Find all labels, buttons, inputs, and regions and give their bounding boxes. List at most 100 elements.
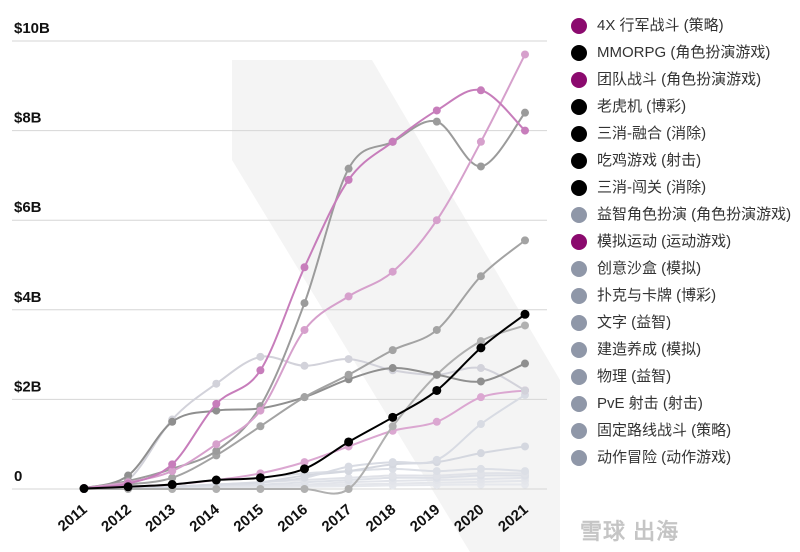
x-tick-label: 2014 [186,501,223,536]
series-line [83,53,526,490]
legend-marker [571,288,587,304]
legend-label: PvE 射击 (射击) [597,395,703,412]
chevron-shape [232,60,560,552]
legend-label: 物理 (益智) [597,368,672,385]
legend-marker [571,18,587,34]
x-tick-label: 2018 [363,501,399,535]
legend-label: 4X 行军战斗 (策略) [597,17,724,34]
data-point [476,449,485,458]
legend-item: 动作冒险 (动作游戏) [568,448,800,468]
legend-item: 建造养成 (模拟) [568,340,800,360]
data-point [344,437,354,447]
data-point [256,406,265,415]
legend-marker [571,423,587,439]
data-point [432,417,441,426]
data-point [256,422,265,431]
data-point [521,321,529,330]
data-point [212,399,221,408]
legend: 4X 行军战斗 (策略) MMORPG (角色扮演游戏) 团队战斗 (角色扮演游戏)… [568,16,800,475]
legend-item: 三消-闯关 (消除) [568,178,800,198]
legend-label: 吃鸡游戏 (射击) [597,152,702,169]
y-axis-ticks: 0 $2B $4B $6B $8B $10B [14,20,50,485]
legend-marker [571,153,587,169]
y-tick-label: $10B [14,20,50,37]
data-point [79,484,89,494]
legend-label: 固定路线战斗 (策略) [597,422,732,439]
legend-marker [571,180,587,196]
legend-item: 扑克与卡牌 (博彩) [568,286,800,306]
y-tick-label: $2B [14,378,42,395]
x-tick-label: 2012 [98,501,134,535]
series-lines [79,50,530,495]
legend-label: 三消-融合 (消除) [597,125,707,142]
legend-item: 益智角色扮演 (角色扮演游戏) [568,205,800,225]
legend-marker [571,369,587,385]
legend-label: 益智角色扮演 (角色扮演游戏) [597,206,792,223]
data-point [388,267,397,276]
legend-label: 文字 (益智) [597,314,672,331]
legend-marker [571,315,587,331]
legend-label: MMORPG (角色扮演游戏) [597,44,771,61]
data-point [476,272,485,281]
data-point [388,412,398,422]
legend-item: 创意沙盒 (模拟) [568,259,800,279]
legend-marker [571,261,587,277]
data-point [167,480,177,490]
data-point [300,485,309,493]
legend-label: 老虎机 (博彩) [597,98,687,115]
legend-label: 建造养成 (模拟) [597,341,702,358]
legend-label: 团队战斗 (角色扮演游戏) [597,71,762,88]
legend-item: 4X 行军战斗 (策略) [568,16,800,36]
data-point [476,86,485,95]
legend-marker [571,450,587,466]
data-point [432,455,441,464]
data-point [300,361,309,370]
data-point [388,137,397,146]
y-tick-label: $6B [14,199,42,216]
legend-item: MMORPG (角色扮演游戏) [568,43,800,63]
x-tick-label: 2015 [230,501,266,535]
data-point [476,377,485,386]
data-point [344,370,353,379]
data-point [432,106,441,115]
data-point [256,485,265,493]
legend-marker [571,234,587,250]
data-point [432,117,441,126]
legend-item: 模拟运动 (运动游戏) [568,232,800,252]
legend-marker [571,45,587,61]
data-point [521,386,529,395]
data-point [300,393,309,402]
data-point [521,108,529,117]
legend-item: 固定路线战斗 (策略) [568,421,800,441]
data-point [300,263,309,272]
data-point [212,485,221,493]
data-point [432,370,441,379]
legend-label: 创意沙盒 (模拟) [597,260,702,277]
legend-marker [571,126,587,142]
data-point [521,236,529,245]
legend-item: PvE 射击 (射击) [568,394,800,414]
y-tick-label: 0 [14,468,22,485]
data-point [432,216,441,225]
data-point [212,406,221,415]
data-point [123,482,133,492]
data-point [521,467,529,476]
x-tick-label: 2019 [407,501,443,535]
data-point [300,464,309,474]
legend-item: 三消-融合 (消除) [568,124,800,144]
data-point [520,309,530,319]
x-tick-label: 2017 [319,501,355,535]
data-point [476,364,485,373]
data-point [521,442,529,451]
data-point [300,473,309,482]
data-point [300,458,309,467]
data-point [212,446,221,455]
data-point [432,325,441,334]
legend-item: 文字 (益智) [568,313,800,333]
data-point [344,462,353,471]
data-point [300,325,309,334]
legend-marker [571,72,587,88]
data-point [168,417,177,426]
legend-label: 动作冒险 (动作游戏) [597,449,732,466]
data-point [300,299,309,308]
